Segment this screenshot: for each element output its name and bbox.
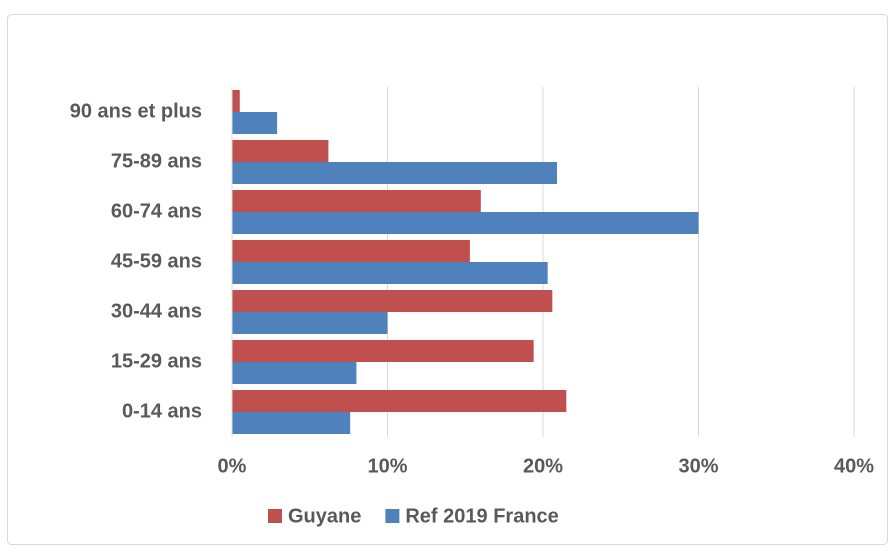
y-tick-label: 30-44 ans — [111, 300, 202, 322]
y-tick-label: 60-74 ans — [111, 200, 202, 222]
bar — [232, 190, 481, 212]
bar — [232, 362, 357, 384]
y-tick-label: 0-14 ans — [122, 400, 202, 422]
x-tick-label: 40% — [834, 455, 874, 477]
y-tick-label: 90 ans et plus — [70, 100, 202, 122]
bar — [232, 262, 548, 284]
bar — [232, 90, 240, 112]
bar — [232, 240, 470, 262]
bar — [232, 340, 534, 362]
legend-label: Guyane — [288, 505, 361, 527]
y-tick-label: 45-59 ans — [111, 250, 202, 272]
bar — [232, 312, 388, 334]
x-tick-label: 20% — [523, 455, 563, 477]
y-tick-label: 75-89 ans — [111, 150, 202, 172]
legend-swatch — [385, 509, 400, 523]
y-tick-label: 15-29 ans — [111, 350, 202, 372]
x-tick-label: 30% — [678, 455, 718, 477]
legend-label: Ref 2019 France — [405, 505, 558, 527]
bar — [232, 162, 557, 184]
bar — [232, 290, 553, 312]
legend-swatch — [268, 509, 282, 523]
bar — [232, 140, 329, 162]
x-tick-label: 0% — [218, 455, 247, 477]
bar — [232, 212, 699, 234]
bar — [232, 390, 567, 412]
x-tick-label: 10% — [367, 455, 407, 477]
bar — [232, 112, 278, 134]
bar — [232, 412, 351, 434]
